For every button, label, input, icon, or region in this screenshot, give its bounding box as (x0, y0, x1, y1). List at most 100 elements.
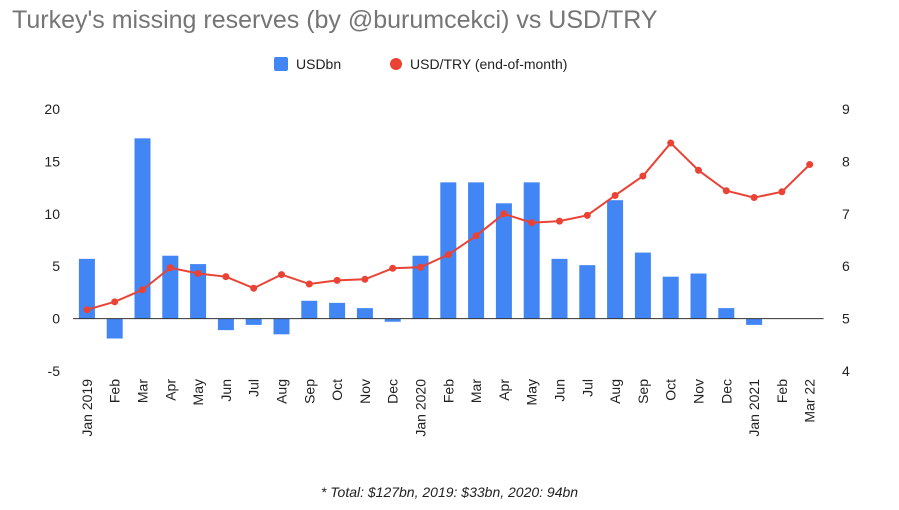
bar[interactable] (607, 200, 624, 319)
usdtry-point[interactable] (695, 166, 702, 174)
usdtry-point[interactable] (528, 219, 536, 227)
x-tick-label: Nov (357, 379, 373, 404)
right-tick-label: 9 (842, 101, 850, 117)
usdtry-point[interactable] (83, 306, 91, 314)
x-tick-label: May (190, 379, 206, 405)
left-tick-label: 10 (44, 206, 60, 222)
bar[interactable] (190, 264, 207, 319)
x-tick-label: Apr (496, 379, 512, 401)
bar[interactable] (217, 318, 234, 331)
x-tick-label: Sep (301, 379, 317, 404)
x-tick-label: Dec (385, 379, 401, 404)
usdtry-point[interactable] (722, 187, 730, 195)
usdtry-point[interactable] (250, 284, 258, 292)
usdtry-point[interactable] (778, 188, 786, 196)
right-tick-label: 5 (842, 311, 850, 327)
bar[interactable] (134, 138, 151, 319)
usdtry-point[interactable] (556, 217, 563, 225)
x-tick-label: Jan 2019 (79, 379, 95, 437)
usdtry-point[interactable] (278, 271, 285, 279)
x-tick-label: Aug (274, 379, 290, 404)
x-axis-ticks: Jan 2019 Feb Mar Apr May Jun Jul Aug Sep Oct Nov De… (79, 379, 818, 437)
bar[interactable] (634, 252, 651, 319)
bar[interactable] (718, 308, 735, 319)
legend-label-usdbn: USDbn (296, 56, 342, 72)
usdtry-point[interactable] (417, 263, 424, 271)
right-tick-label: 6 (842, 258, 850, 274)
left-tick-label: 0 (52, 311, 60, 327)
usdtry-point[interactable] (806, 161, 814, 169)
legend-item-usdbn[interactable]: USDbn (274, 56, 341, 72)
chart-plot: -5 0 5 10 15 20 4 5 6 7 8 9 Jan 2019 Feb Mar Apr May Ju… (44, 101, 850, 437)
legend-dot-swatch (390, 58, 402, 70)
usdtry-point[interactable] (166, 264, 174, 272)
x-tick-label: Feb (774, 379, 790, 403)
x-tick-label: Sep (635, 379, 651, 404)
x-tick-label: Dec (718, 379, 734, 404)
chart-title: Turkey's missing reserves (by @burumcekc… (12, 6, 658, 34)
bar[interactable] (329, 302, 346, 319)
x-tick-label: Jan 2021 (746, 379, 762, 437)
bar[interactable] (412, 255, 429, 319)
right-axis-ticks: 4 5 6 7 8 9 (842, 101, 850, 379)
bar[interactable] (78, 258, 95, 319)
x-tick-label: Feb (440, 379, 456, 403)
bar[interactable] (690, 273, 707, 319)
legend-label-usdtry: USD/TRY (end-of-month) (410, 56, 568, 72)
legend-bar-swatch (274, 57, 288, 71)
usdtry-point[interactable] (750, 194, 758, 202)
bar[interactable] (106, 318, 123, 339)
bar[interactable] (356, 308, 373, 319)
footnote: * Total: $127bn, 2019: $33bn, 2020: 94bn (320, 484, 579, 500)
bar[interactable] (746, 318, 763, 325)
legend-item-usdtry[interactable]: USD/TRY (end-of-month) (390, 56, 567, 72)
bar-series-usdbn (78, 138, 763, 339)
usdtry-point[interactable] (389, 264, 397, 272)
bar[interactable] (662, 276, 679, 319)
usdtry-point[interactable] (667, 139, 675, 147)
usdtry-point[interactable] (111, 298, 119, 306)
right-tick-label: 8 (842, 153, 850, 169)
usdtry-point[interactable] (500, 210, 508, 218)
bar[interactable] (245, 318, 262, 325)
usdtry-point[interactable] (305, 280, 313, 288)
usdtry-point[interactable] (472, 232, 480, 240)
bar[interactable] (523, 182, 540, 319)
bar[interactable] (551, 258, 568, 319)
left-tick-label: 20 (44, 101, 60, 117)
right-tick-label: 4 (842, 363, 850, 379)
left-tick-label: 15 (44, 153, 60, 169)
usdtry-point[interactable] (639, 172, 647, 180)
x-tick-label: Mar (468, 379, 484, 403)
x-tick-label: Oct (663, 379, 679, 401)
x-tick-label: May (524, 379, 540, 405)
usdtry-point[interactable] (444, 251, 452, 259)
x-tick-label: Oct (329, 379, 345, 401)
x-tick-label: Jul (246, 379, 262, 397)
bar[interactable] (495, 203, 512, 319)
usdtry-point[interactable] (139, 286, 146, 294)
line-series-usdtry (83, 139, 814, 314)
left-tick-label: -5 (48, 363, 61, 379)
x-tick-label: Jun (218, 379, 234, 402)
bar[interactable] (468, 182, 485, 319)
x-tick-label: Jul (579, 379, 595, 397)
bar[interactable] (273, 318, 290, 335)
bar[interactable] (440, 182, 457, 319)
usdtry-point[interactable] (361, 275, 369, 283)
right-tick-label: 7 (842, 206, 850, 222)
bar[interactable] (301, 300, 318, 319)
usdtry-point[interactable] (194, 270, 202, 278)
usdtry-point[interactable] (583, 211, 591, 219)
x-tick-label: Aug (607, 379, 623, 404)
x-tick-label: Nov (691, 379, 707, 404)
x-tick-label: Feb (107, 379, 123, 403)
bar[interactable] (579, 265, 596, 319)
bar[interactable] (384, 318, 401, 322)
usdtry-point[interactable] (611, 191, 619, 199)
left-tick-label: 5 (52, 258, 60, 274)
usdtry-point[interactable] (222, 273, 230, 281)
x-tick-label: Apr (162, 379, 178, 401)
x-tick-label: Jan 2020 (413, 379, 429, 437)
usdtry-point[interactable] (333, 276, 341, 284)
